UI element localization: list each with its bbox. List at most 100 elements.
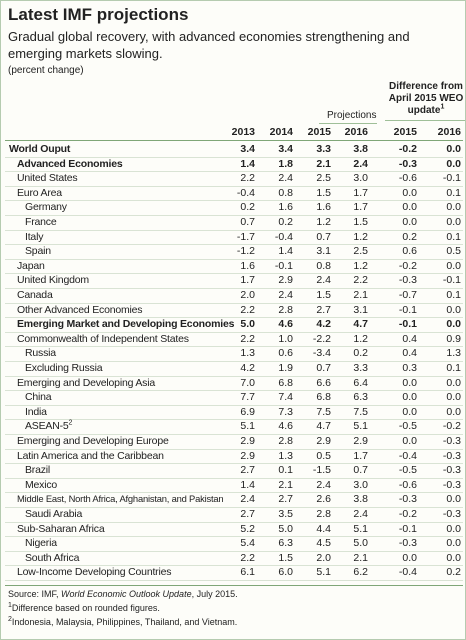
cell-value: 0.7 — [240, 216, 255, 228]
cell-value: 5.1 — [240, 420, 255, 433]
cell-value: 2.4 — [353, 157, 368, 170]
cell-value: 0.1 — [446, 186, 461, 199]
row-label: South Africa — [25, 551, 79, 566]
row-label: India — [25, 405, 47, 420]
cell-value: 5.0 — [353, 537, 368, 550]
row-label-text: Nigeria — [25, 537, 57, 550]
cell-value: 0.8 — [316, 259, 331, 272]
table-row: Spain -1.2 1.4 3.1 2.5 0.6 0.5 — [5, 244, 463, 260]
table-row: Low-Income Developing Countries 6.1 6.0 5.1… — [5, 565, 463, 581]
cell-value: 1.7 — [240, 274, 255, 287]
cell-value: 3.4 — [278, 143, 293, 155]
cell-value: 4.4 — [316, 522, 331, 535]
row-label: Brazil — [25, 463, 50, 478]
cell-value: 2.9 — [240, 449, 255, 462]
cell-value: 1.4 — [240, 478, 255, 491]
cell-value: 1.4 — [240, 157, 255, 170]
cell-value: -0.2 — [398, 259, 417, 272]
cell-value: 0.0 — [446, 537, 461, 550]
cell-value: 3.0 — [353, 478, 368, 491]
cell-value: -1.5 — [312, 464, 331, 477]
table-row: Brazil 2.7 0.1 -1.5 0.7 -0.5 -0.3 — [5, 463, 463, 479]
row-label: Emerging and Developing Asia — [17, 376, 155, 391]
cell-value: -0.3 — [398, 493, 417, 506]
row-label: Canada — [17, 288, 53, 303]
cell-value: 0.0 — [446, 376, 461, 389]
cell-value: -0.1 — [398, 522, 417, 535]
footnote-text: Difference based on rounded figures. — [11, 603, 160, 613]
cell-value: 1.6 — [278, 201, 293, 214]
table-row: Germany 0.2 1.6 1.6 1.7 0.0 0.0 — [5, 200, 463, 216]
row-label: Spain — [25, 244, 51, 259]
cell-value: 0.6 — [402, 245, 417, 258]
row-label: Latin America and the Caribbean — [17, 449, 164, 464]
cell-value: 0.2 — [353, 347, 368, 360]
row-label-text: United States — [17, 172, 78, 185]
cell-value: 2.8 — [278, 303, 293, 316]
row-label: ASEAN-52 — [25, 419, 72, 434]
cell-value: -0.1 — [398, 318, 417, 331]
cell-value: 0.0 — [402, 435, 417, 447]
title: Latest IMF projections — [8, 5, 189, 24]
row-label: Emerging Market and Developing Economies — [17, 317, 234, 332]
rule — [5, 140, 463, 141]
cell-value: -1.7 — [236, 230, 255, 243]
cell-value: 0.0 — [446, 143, 461, 155]
cell-value: -0.1 — [274, 259, 293, 272]
cell-value: 2.4 — [316, 478, 331, 491]
cell-value: 5.1 — [353, 522, 368, 535]
cell-value: -0.3 — [398, 157, 417, 170]
column-header: 2013 — [231, 126, 255, 138]
cell-value: 0.0 — [446, 157, 461, 170]
cell-value: 1.5 — [353, 216, 368, 228]
cell-value: 2.9 — [316, 435, 331, 447]
cell-value: 0.2 — [402, 230, 417, 243]
cell-value: 3.5 — [278, 508, 293, 520]
row-label: Excluding Russia — [25, 361, 103, 376]
cell-value: 6.2 — [353, 566, 368, 579]
row-label: Germany — [25, 200, 67, 215]
cell-value: 7.5 — [353, 405, 368, 418]
row-label-text: Italy — [25, 230, 44, 243]
cell-value: -0.5 — [398, 464, 417, 477]
cell-value: 1.7 — [353, 186, 368, 199]
unit-note: (percent change) — [8, 65, 84, 76]
cell-value: 6.3 — [353, 391, 368, 404]
cell-value: 0.0 — [446, 259, 461, 272]
row-label-text: Emerging and Developing Asia — [17, 376, 155, 389]
footnote: 2Indonesia, Malaysia, Philippines, Thail… — [8, 615, 238, 629]
table-row: Nigeria 5.4 6.3 4.5 5.0 -0.3 0.0 — [5, 536, 463, 552]
row-label-text: Canada — [17, 289, 53, 301]
cell-value: 2.2 — [240, 172, 255, 185]
cell-value: 0.0 — [446, 551, 461, 564]
cell-value: 2.1 — [353, 289, 368, 301]
cell-value: 2.1 — [278, 478, 293, 491]
table-row: Canada 2.0 2.4 1.5 2.1 -0.7 0.1 — [5, 288, 463, 304]
table-row: Excluding Russia 4.2 1.9 0.7 3.3 0.3 0.1 — [5, 361, 463, 377]
cell-value: 4.7 — [316, 420, 331, 433]
cell-value: 2.4 — [353, 508, 368, 520]
cell-value: -0.6 — [398, 478, 417, 491]
subtitle: Gradual global recovery, with advanced e… — [8, 29, 410, 61]
cell-value: 6.8 — [316, 391, 331, 404]
cell-value: -0.2 — [398, 508, 417, 520]
cell-value: 5.4 — [240, 537, 255, 550]
cell-value: 5.1 — [353, 420, 368, 433]
cell-value: 0.0 — [402, 186, 417, 199]
cell-value: 1.6 — [240, 259, 255, 272]
cell-value: 3.0 — [353, 172, 368, 185]
cell-value: 6.4 — [353, 376, 368, 389]
cell-value: 0.9 — [446, 332, 461, 345]
cell-value: 1.8 — [278, 157, 293, 170]
cell-value: -0.7 — [398, 289, 417, 301]
cell-value: 2.7 — [316, 303, 331, 316]
cell-value: 1.5 — [316, 186, 331, 199]
row-label-text: Other Advanced Economies — [17, 303, 143, 316]
table-row: South Africa 2.2 1.5 2.0 2.1 0.0 0.0 — [5, 551, 463, 567]
cell-value: 0.1 — [278, 464, 293, 477]
cell-value: 0.0 — [402, 405, 417, 418]
cell-value: 3.3 — [316, 143, 331, 155]
column-header: 2015 — [307, 126, 331, 138]
cell-value: 2.2 — [240, 332, 255, 345]
cell-value: -0.4 — [274, 230, 293, 243]
